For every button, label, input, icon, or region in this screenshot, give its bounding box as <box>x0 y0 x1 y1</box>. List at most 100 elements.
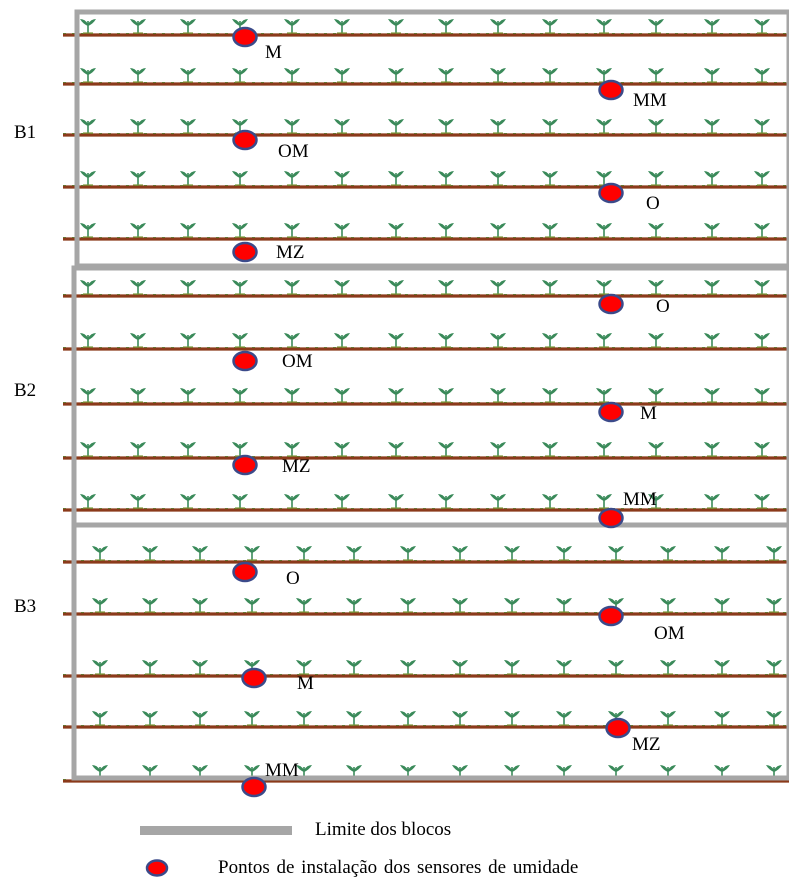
plant-icon <box>596 333 612 348</box>
sensor-label: O <box>656 296 670 317</box>
plant-icon <box>142 660 158 675</box>
sensor-label: M <box>265 42 282 63</box>
plant-icon <box>542 388 558 403</box>
plant-icon <box>334 119 350 134</box>
sensor-point <box>598 79 624 101</box>
plant-icon <box>648 280 664 295</box>
plant-icon <box>388 333 404 348</box>
plant-icon <box>130 119 146 134</box>
plant-icon <box>388 171 404 186</box>
plant-icon <box>388 68 404 83</box>
plant-icon <box>704 442 720 457</box>
plant-icon <box>284 494 300 509</box>
plant-icon <box>648 442 664 457</box>
plant-icon <box>504 711 520 726</box>
plant-icon <box>296 546 312 561</box>
plant-icon <box>80 223 96 238</box>
plant-icon <box>346 660 362 675</box>
plant-icon <box>766 546 782 561</box>
block-label-b1: B1 <box>14 122 37 143</box>
plant-icon <box>92 546 108 561</box>
plant-icon <box>438 19 454 34</box>
block-label-b3: B3 <box>14 596 37 617</box>
plant-icon <box>542 171 558 186</box>
plant-icon <box>80 442 96 457</box>
plant-icon <box>542 223 558 238</box>
plant-icon <box>452 598 468 613</box>
plants <box>80 19 782 780</box>
plant-icon <box>284 333 300 348</box>
plant-icon <box>704 68 720 83</box>
sensor-label: M <box>640 403 657 424</box>
sensor-point <box>232 26 258 48</box>
plant-icon <box>80 494 96 509</box>
plant-icon <box>438 68 454 83</box>
plant-icon <box>596 442 612 457</box>
sensor-label: O <box>646 193 660 214</box>
plant-icon <box>142 546 158 561</box>
plant-icon <box>346 546 362 561</box>
plant-icon <box>346 598 362 613</box>
plant-icon <box>334 333 350 348</box>
plant-icon <box>232 494 248 509</box>
plant-icon <box>192 546 208 561</box>
plant-icon <box>80 19 96 34</box>
plant-icon <box>704 19 720 34</box>
plant-icon <box>608 546 624 561</box>
plant-icon <box>754 19 770 34</box>
plant-icon <box>192 711 208 726</box>
plant-icon <box>754 442 770 457</box>
plant-icon <box>130 494 146 509</box>
plant-icon <box>504 598 520 613</box>
sensor-label: MZ <box>276 242 305 263</box>
plant-icon <box>244 598 260 613</box>
plant-icon <box>754 333 770 348</box>
plant-icon <box>130 19 146 34</box>
plant-icon <box>92 598 108 613</box>
plant-icon <box>596 119 612 134</box>
plant-icon <box>400 711 416 726</box>
plant-icon <box>180 68 196 83</box>
plant-icon <box>284 68 300 83</box>
sensor-point <box>605 717 631 739</box>
sensor-point <box>232 350 258 372</box>
plant-icon <box>556 598 572 613</box>
sensor-point <box>598 605 624 627</box>
plant-icon <box>438 223 454 238</box>
plant-icon <box>334 442 350 457</box>
plant-icon <box>754 388 770 403</box>
plant-icon <box>334 223 350 238</box>
plant-icon <box>714 546 730 561</box>
plant-icon <box>490 223 506 238</box>
plant-icon <box>80 388 96 403</box>
plant-icon <box>754 119 770 134</box>
plant-icon <box>490 171 506 186</box>
sensor-point <box>232 129 258 151</box>
plant-icon <box>244 711 260 726</box>
sensor-point <box>241 776 267 798</box>
plant-icon <box>334 388 350 403</box>
plant-icon <box>400 546 416 561</box>
plant-icon <box>284 280 300 295</box>
plant-icon <box>596 388 612 403</box>
plant-icon <box>232 388 248 403</box>
plant-icon <box>296 660 312 675</box>
plant-icon <box>542 333 558 348</box>
plant-icon <box>704 119 720 134</box>
plant-icon <box>438 494 454 509</box>
plant-icon <box>244 546 260 561</box>
plant-icon <box>284 223 300 238</box>
plant-icon <box>130 442 146 457</box>
plant-icon <box>766 711 782 726</box>
plant-icon <box>80 171 96 186</box>
plant-icon <box>556 711 572 726</box>
plant-icon <box>754 68 770 83</box>
plant-icon <box>714 598 730 613</box>
block-boundaries <box>71 9 789 781</box>
plant-icon <box>704 494 720 509</box>
plant-icon <box>92 711 108 726</box>
plant-icon <box>766 598 782 613</box>
plant-icon <box>388 19 404 34</box>
legend-sensor-swatch <box>145 859 169 877</box>
plant-icon <box>490 68 506 83</box>
